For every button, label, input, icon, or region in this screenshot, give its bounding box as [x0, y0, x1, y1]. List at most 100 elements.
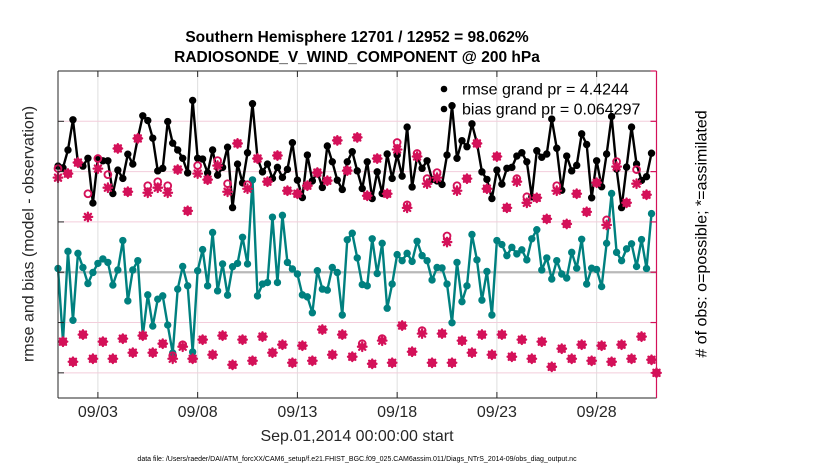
bias-point: [538, 266, 546, 274]
obs-assimilated-marker: [576, 339, 588, 351]
bias-point: [453, 258, 461, 267]
obs-assimilated-marker: [192, 168, 204, 180]
bias-point: [563, 274, 571, 282]
bias-point: [178, 262, 187, 271]
rmse-point: [338, 185, 346, 194]
rmse-point: [523, 158, 531, 166]
rmse-point: [468, 120, 476, 128]
rmse-point: [278, 173, 287, 182]
obs-assimilated-marker: [371, 153, 383, 164]
bias-point: [233, 259, 242, 268]
rmse-point: [388, 174, 396, 183]
bias-point: [582, 280, 591, 288]
obs-assimilated-marker: [366, 358, 378, 370]
obs-assimilated-marker: [616, 339, 628, 351]
obs-assimilated-marker: [461, 173, 473, 185]
obs-possible-marker: [93, 154, 103, 163]
obs-assimilated-marker: [202, 174, 214, 186]
rmse-point: [173, 146, 182, 154]
obs-assimilated-marker: [97, 336, 109, 348]
obs-assimilated-marker: [566, 353, 578, 365]
rmse-point: [124, 150, 132, 158]
obs-assimilated-marker: [546, 361, 558, 373]
bias-point: [84, 279, 92, 288]
obs-assimilated-marker: [416, 328, 428, 340]
rmse-point: [64, 146, 72, 154]
obs-assimilated-marker: [591, 177, 603, 189]
bias-point: [597, 282, 606, 291]
obs-assimilated-marker: [137, 330, 149, 342]
obs-assimilated-marker: [291, 188, 303, 200]
bias-point: [647, 209, 656, 218]
rmse-point: [403, 123, 411, 131]
bias-point: [498, 240, 506, 249]
bias-point: [353, 254, 361, 262]
bias-point: [173, 285, 182, 293]
rmse-point: [607, 112, 616, 121]
chart-title-line-1: Southern Hemisphere 12701 / 12952 = 98.0…: [185, 29, 529, 46]
rmse-point: [343, 158, 351, 166]
obs-assimilated-marker: [77, 329, 89, 341]
bias-point: [483, 267, 491, 276]
obs-assimilated-marker: [247, 355, 258, 367]
rmse-point: [233, 160, 242, 168]
bias-point: [343, 236, 351, 244]
bias-point: [368, 235, 376, 243]
obs-possible-marker: [83, 189, 93, 199]
rmse-point: [119, 174, 127, 183]
rmse-point: [587, 194, 596, 202]
rmse-point: [208, 146, 217, 154]
y-tick-label-left: 6: [42, 0, 51, 4]
obs-assimilated-marker: [132, 132, 144, 144]
rmse-point: [288, 138, 297, 147]
bias-point: [273, 278, 282, 287]
rmse-point: [458, 136, 466, 145]
bias-point: [383, 304, 391, 312]
bias-point: [203, 282, 212, 290]
obs-possible-marker: [632, 165, 641, 174]
x-axis-tick-labels: 09/03 09/08 09/13 09/18 09/23 09/28: [78, 404, 617, 421]
obs-assimilated-marker: [286, 357, 298, 369]
rmse-point: [198, 155, 207, 163]
obs-assimilated-marker: [296, 340, 308, 352]
rmse-point: [478, 168, 486, 176]
bias-point: [149, 322, 157, 330]
rmse-point: [533, 147, 541, 155]
bias-point: [109, 281, 117, 289]
x-tick-label: 09/13: [277, 404, 317, 421]
obs-assimilated-marker: [272, 150, 283, 161]
bias-point: [208, 228, 217, 237]
bias-point: [388, 280, 396, 288]
obs-assimilated-marker: [431, 172, 443, 184]
rmse-point: [159, 164, 167, 173]
obs-assimilated-marker: [491, 151, 503, 162]
obs-assimilated-marker: [346, 351, 358, 363]
rmse-point: [178, 154, 187, 162]
rmse-point: [627, 123, 636, 131]
bias-point: [413, 237, 421, 245]
obs-assimilated-marker: [351, 131, 363, 143]
bias-point: [363, 282, 371, 290]
rmse-point: [363, 158, 371, 166]
obs-assimilated-marker: [386, 357, 398, 369]
bias-point: [607, 189, 616, 198]
x-axis-label: Sep.01,2014 00:00:00 start: [260, 428, 454, 445]
tick-marks: [58, 70, 657, 398]
obs-assimilated-marker: [237, 334, 248, 346]
rmse-point: [508, 163, 516, 172]
obs-assimilated-marker: [511, 176, 523, 188]
bias-point: [288, 265, 297, 273]
obs-assimilated-marker: [636, 331, 647, 343]
obs-assimilated-marker: [197, 334, 209, 346]
y-axis-left-label: rmse and bias (model - observation): [21, 106, 38, 362]
bias-point: [323, 286, 332, 294]
bias-point: [94, 259, 102, 268]
rmse-point: [223, 143, 232, 151]
rmse-point: [543, 150, 551, 158]
bias-point: [403, 249, 411, 258]
rmse-point: [453, 154, 461, 162]
obs-assimilated-marker: [82, 211, 94, 223]
bias-point: [548, 275, 556, 283]
obs-assimilated-marker: [102, 182, 114, 194]
bias-point: [64, 247, 72, 256]
